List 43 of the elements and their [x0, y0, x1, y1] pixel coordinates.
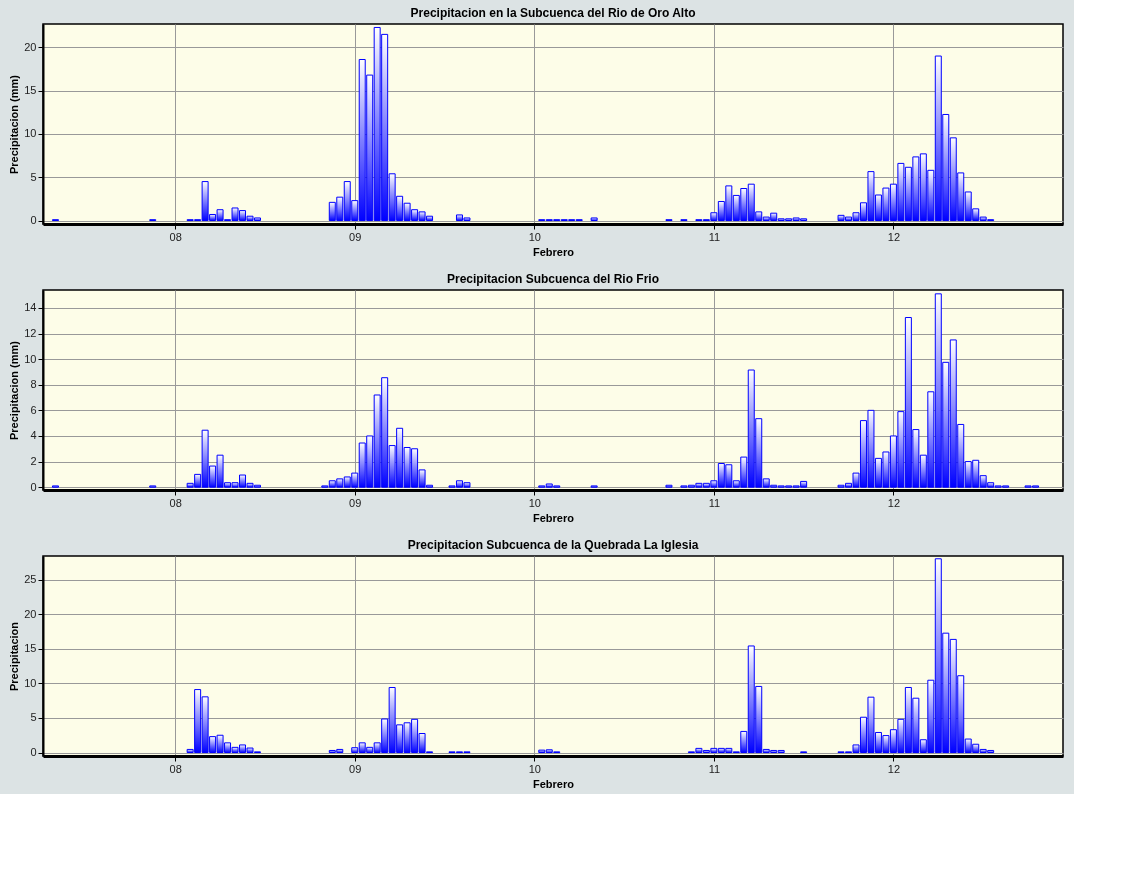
y-tick-label: 14 — [24, 301, 37, 314]
y-tick-label: 12 — [24, 327, 37, 340]
x-tick-label: 08 — [169, 230, 182, 243]
y-tick-label: 5 — [30, 711, 37, 724]
y-tick-label: 25 — [24, 573, 37, 586]
x-axis-title: Febrero — [533, 777, 575, 790]
x-tick-label: 10 — [528, 230, 541, 243]
x-tick-label: 11 — [708, 762, 721, 775]
x-tick-label: 09 — [349, 496, 362, 509]
x-tick-label: 11 — [708, 230, 721, 243]
x-tick-label: 11 — [708, 496, 721, 509]
y-tick-label: 20 — [24, 607, 37, 620]
chart-title: Precipitacion Subcuenca de la Quebrada La Iglesia — [407, 538, 699, 552]
x-tick-label: 09 — [349, 230, 362, 243]
y-tick-label: 4 — [30, 429, 37, 442]
y-tick-label: 0 — [30, 746, 37, 759]
x-tick-label: 08 — [169, 762, 182, 775]
y-axis-title: Precipitacion (mm) — [8, 74, 21, 175]
y-axis-title: Precipitacion (mm) — [8, 340, 21, 441]
y-tick-label: 20 — [24, 40, 37, 53]
chart-title: Precipitacion Subcuenca del Rio Frio — [446, 272, 660, 286]
x-tick-label: 08 — [169, 496, 182, 509]
x-tick-label: 12 — [887, 496, 901, 509]
chart-title: Precipitacion en la Subcuenca del Rio de Oro Alto — [410, 6, 696, 20]
x-tick-label: 10 — [528, 496, 541, 509]
y-tick-label: 15 — [24, 84, 37, 97]
y-tick-label: 10 — [24, 127, 37, 140]
x-tick-label: 12 — [887, 230, 901, 243]
y-tick-label: 10 — [24, 676, 37, 689]
y-tick-label: 15 — [24, 642, 37, 655]
x-tick-label: 10 — [528, 762, 541, 775]
y-axis-title: Precipitacion — [8, 621, 21, 692]
x-axis-title: Febrero — [533, 511, 575, 524]
y-tick-label: 6 — [30, 403, 37, 416]
y-tick-label: 2 — [30, 455, 37, 468]
y-tick-label: 0 — [30, 214, 37, 227]
x-tick-label: 09 — [349, 762, 362, 775]
y-tick-label: 0 — [30, 480, 37, 493]
y-tick-label: 10 — [24, 352, 37, 365]
x-axis-title: Febrero — [533, 245, 575, 258]
x-tick-label: 12 — [887, 762, 901, 775]
y-tick-label: 8 — [30, 378, 37, 391]
y-tick-label: 5 — [30, 170, 37, 183]
